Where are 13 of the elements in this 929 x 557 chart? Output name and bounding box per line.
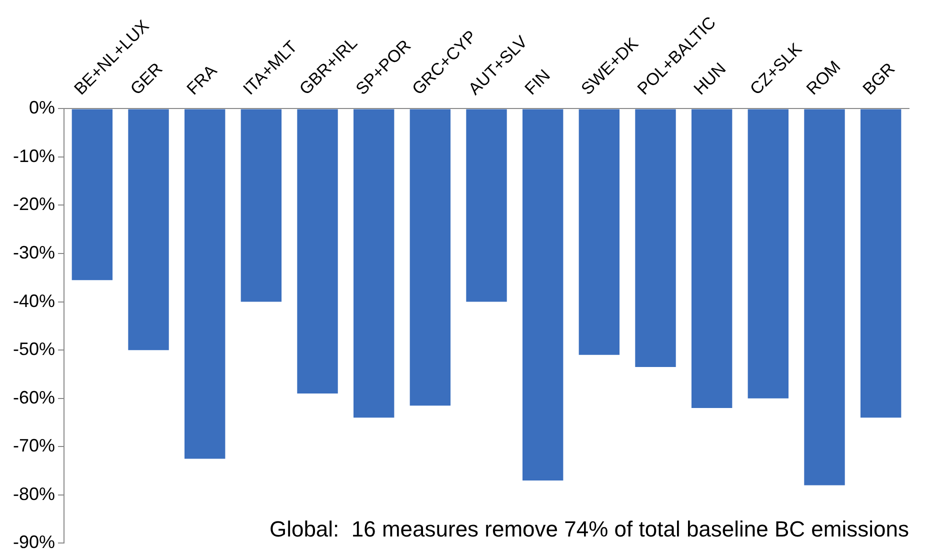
x-tick-label: FIN — [521, 66, 554, 99]
y-tick-label: -90% — [12, 532, 56, 552]
annotation: Global: 16 measures remove 74% of total baseline BC emissions — [269, 516, 909, 542]
y-tick-label: -80% — [12, 484, 56, 504]
y-tick-label: -20% — [12, 194, 56, 214]
y-tick-label: -60% — [12, 387, 56, 408]
y-tick-label: -30% — [12, 242, 56, 262]
x-tick-label: FRA — [183, 60, 222, 99]
y-tick-label: -70% — [12, 436, 56, 456]
y-tick-label: -10% — [12, 146, 56, 166]
y-tick-label: -50% — [12, 339, 56, 360]
y-tick-label: 0% — [29, 98, 56, 118]
y-tick-label: -40% — [12, 290, 56, 311]
